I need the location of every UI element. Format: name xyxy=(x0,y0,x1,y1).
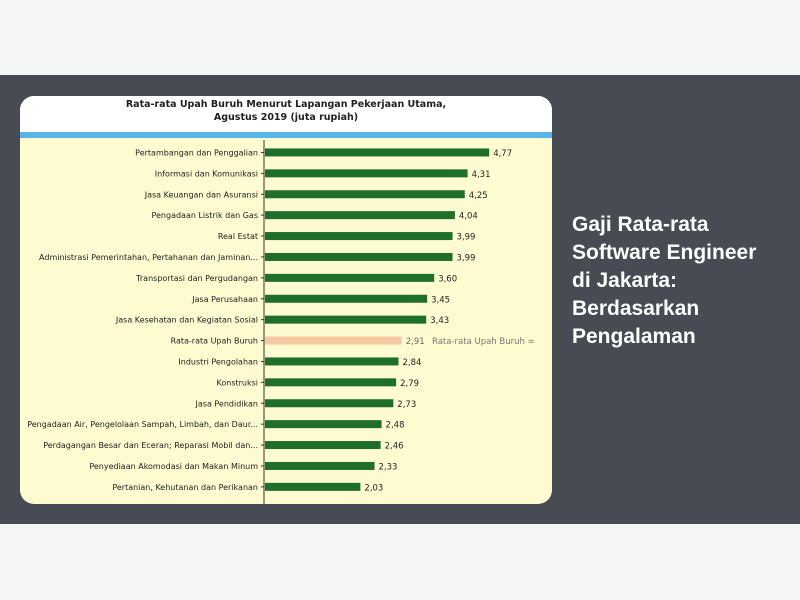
bar xyxy=(265,378,397,387)
value-label: 2,33 xyxy=(379,462,398,472)
bar xyxy=(265,420,382,429)
bar xyxy=(265,211,455,220)
category-label: Rata-rata Upah Buruh xyxy=(171,337,258,346)
chart-title-line-2: Agustus 2019 (juta rupiah) xyxy=(213,112,359,123)
value-label: 3,45 xyxy=(431,295,450,305)
bar xyxy=(265,232,453,241)
reference-label: Rata-rata Upah Buruh = xyxy=(432,337,535,347)
bar xyxy=(265,357,399,366)
bar xyxy=(265,273,435,282)
value-label: 2,73 xyxy=(397,400,416,410)
category-label: Jasa Keuangan dan Asuransi xyxy=(144,190,258,199)
bar xyxy=(265,169,468,178)
bar xyxy=(265,252,453,261)
bar-chart: Pertambangan dan Penggalian 4,77 Informasi… xyxy=(27,140,535,504)
chart-title-line-1: Rata-rata Upah Buruh Menurut Lapangan Pe… xyxy=(125,99,447,110)
chart-card: Rata-rata Upah Buruh Menurut Lapangan Pe… xyxy=(20,96,552,504)
value-label: 2,46 xyxy=(385,442,404,452)
bar xyxy=(265,294,428,303)
page-title: Gaji Rata-rata Software Engineer di Jaka… xyxy=(572,213,757,348)
value-label: 3,99 xyxy=(457,233,476,243)
bar xyxy=(265,148,490,157)
value-label: 2,84 xyxy=(402,358,421,368)
bar xyxy=(265,315,427,324)
category-label: Informasi dan Komunikasi xyxy=(155,169,258,178)
chart-title: Rata-rata Upah Buruh Menurut Lapangan Pe… xyxy=(20,98,552,124)
category-label: Pertambangan dan Penggalian xyxy=(135,148,258,157)
value-label: 2,03 xyxy=(364,483,383,493)
bar xyxy=(265,461,375,470)
value-label: 3,99 xyxy=(457,253,476,263)
bar xyxy=(265,482,361,491)
value-label: 4,77 xyxy=(493,149,512,159)
category-label: Transportasi dan Pergudangan xyxy=(135,274,258,283)
category-label: Real Estat xyxy=(218,232,258,241)
category-label: Pengadaan Listrik dan Gas xyxy=(151,211,258,220)
value-label: 4,04 xyxy=(459,212,478,222)
bar xyxy=(265,441,381,450)
bar xyxy=(265,399,394,408)
value-label: 4,31 xyxy=(472,170,491,180)
bar xyxy=(265,190,465,199)
value-label: 3,43 xyxy=(430,316,449,326)
highlight-bar xyxy=(265,336,402,345)
category-label: Jasa Perusahaan xyxy=(191,295,258,304)
category-label: Jasa Pendidikan xyxy=(195,399,258,408)
category-label: Industri Pengolahan xyxy=(178,357,258,366)
category-label: Jasa Kesehatan dan Kegiatan Sosial xyxy=(115,316,258,325)
value-label: 2,79 xyxy=(400,379,419,389)
category-label: Perdagangan Besar dan Eceran; Reparasi M… xyxy=(43,441,258,450)
category-label: Pengadaan Air, Pengelolaan Sampah, Limba… xyxy=(27,420,258,429)
title-divider xyxy=(20,132,552,138)
value-label: 3,60 xyxy=(438,274,457,284)
category-label: Konstruksi xyxy=(217,378,259,387)
category-label: Pertanian, Kehutanan dan Perikanan xyxy=(112,483,258,492)
value-label: 2,48 xyxy=(386,421,405,431)
category-label: Administrasi Pemerintahan, Pertahanan da… xyxy=(39,253,258,262)
value-label: 2,91 xyxy=(406,337,425,347)
value-label: 4,25 xyxy=(469,191,488,201)
chart-header: Rata-rata Upah Buruh Menurut Lapangan Pe… xyxy=(20,96,552,132)
category-label: Penyediaan Akomodasi dan Makan Minum xyxy=(89,462,258,471)
